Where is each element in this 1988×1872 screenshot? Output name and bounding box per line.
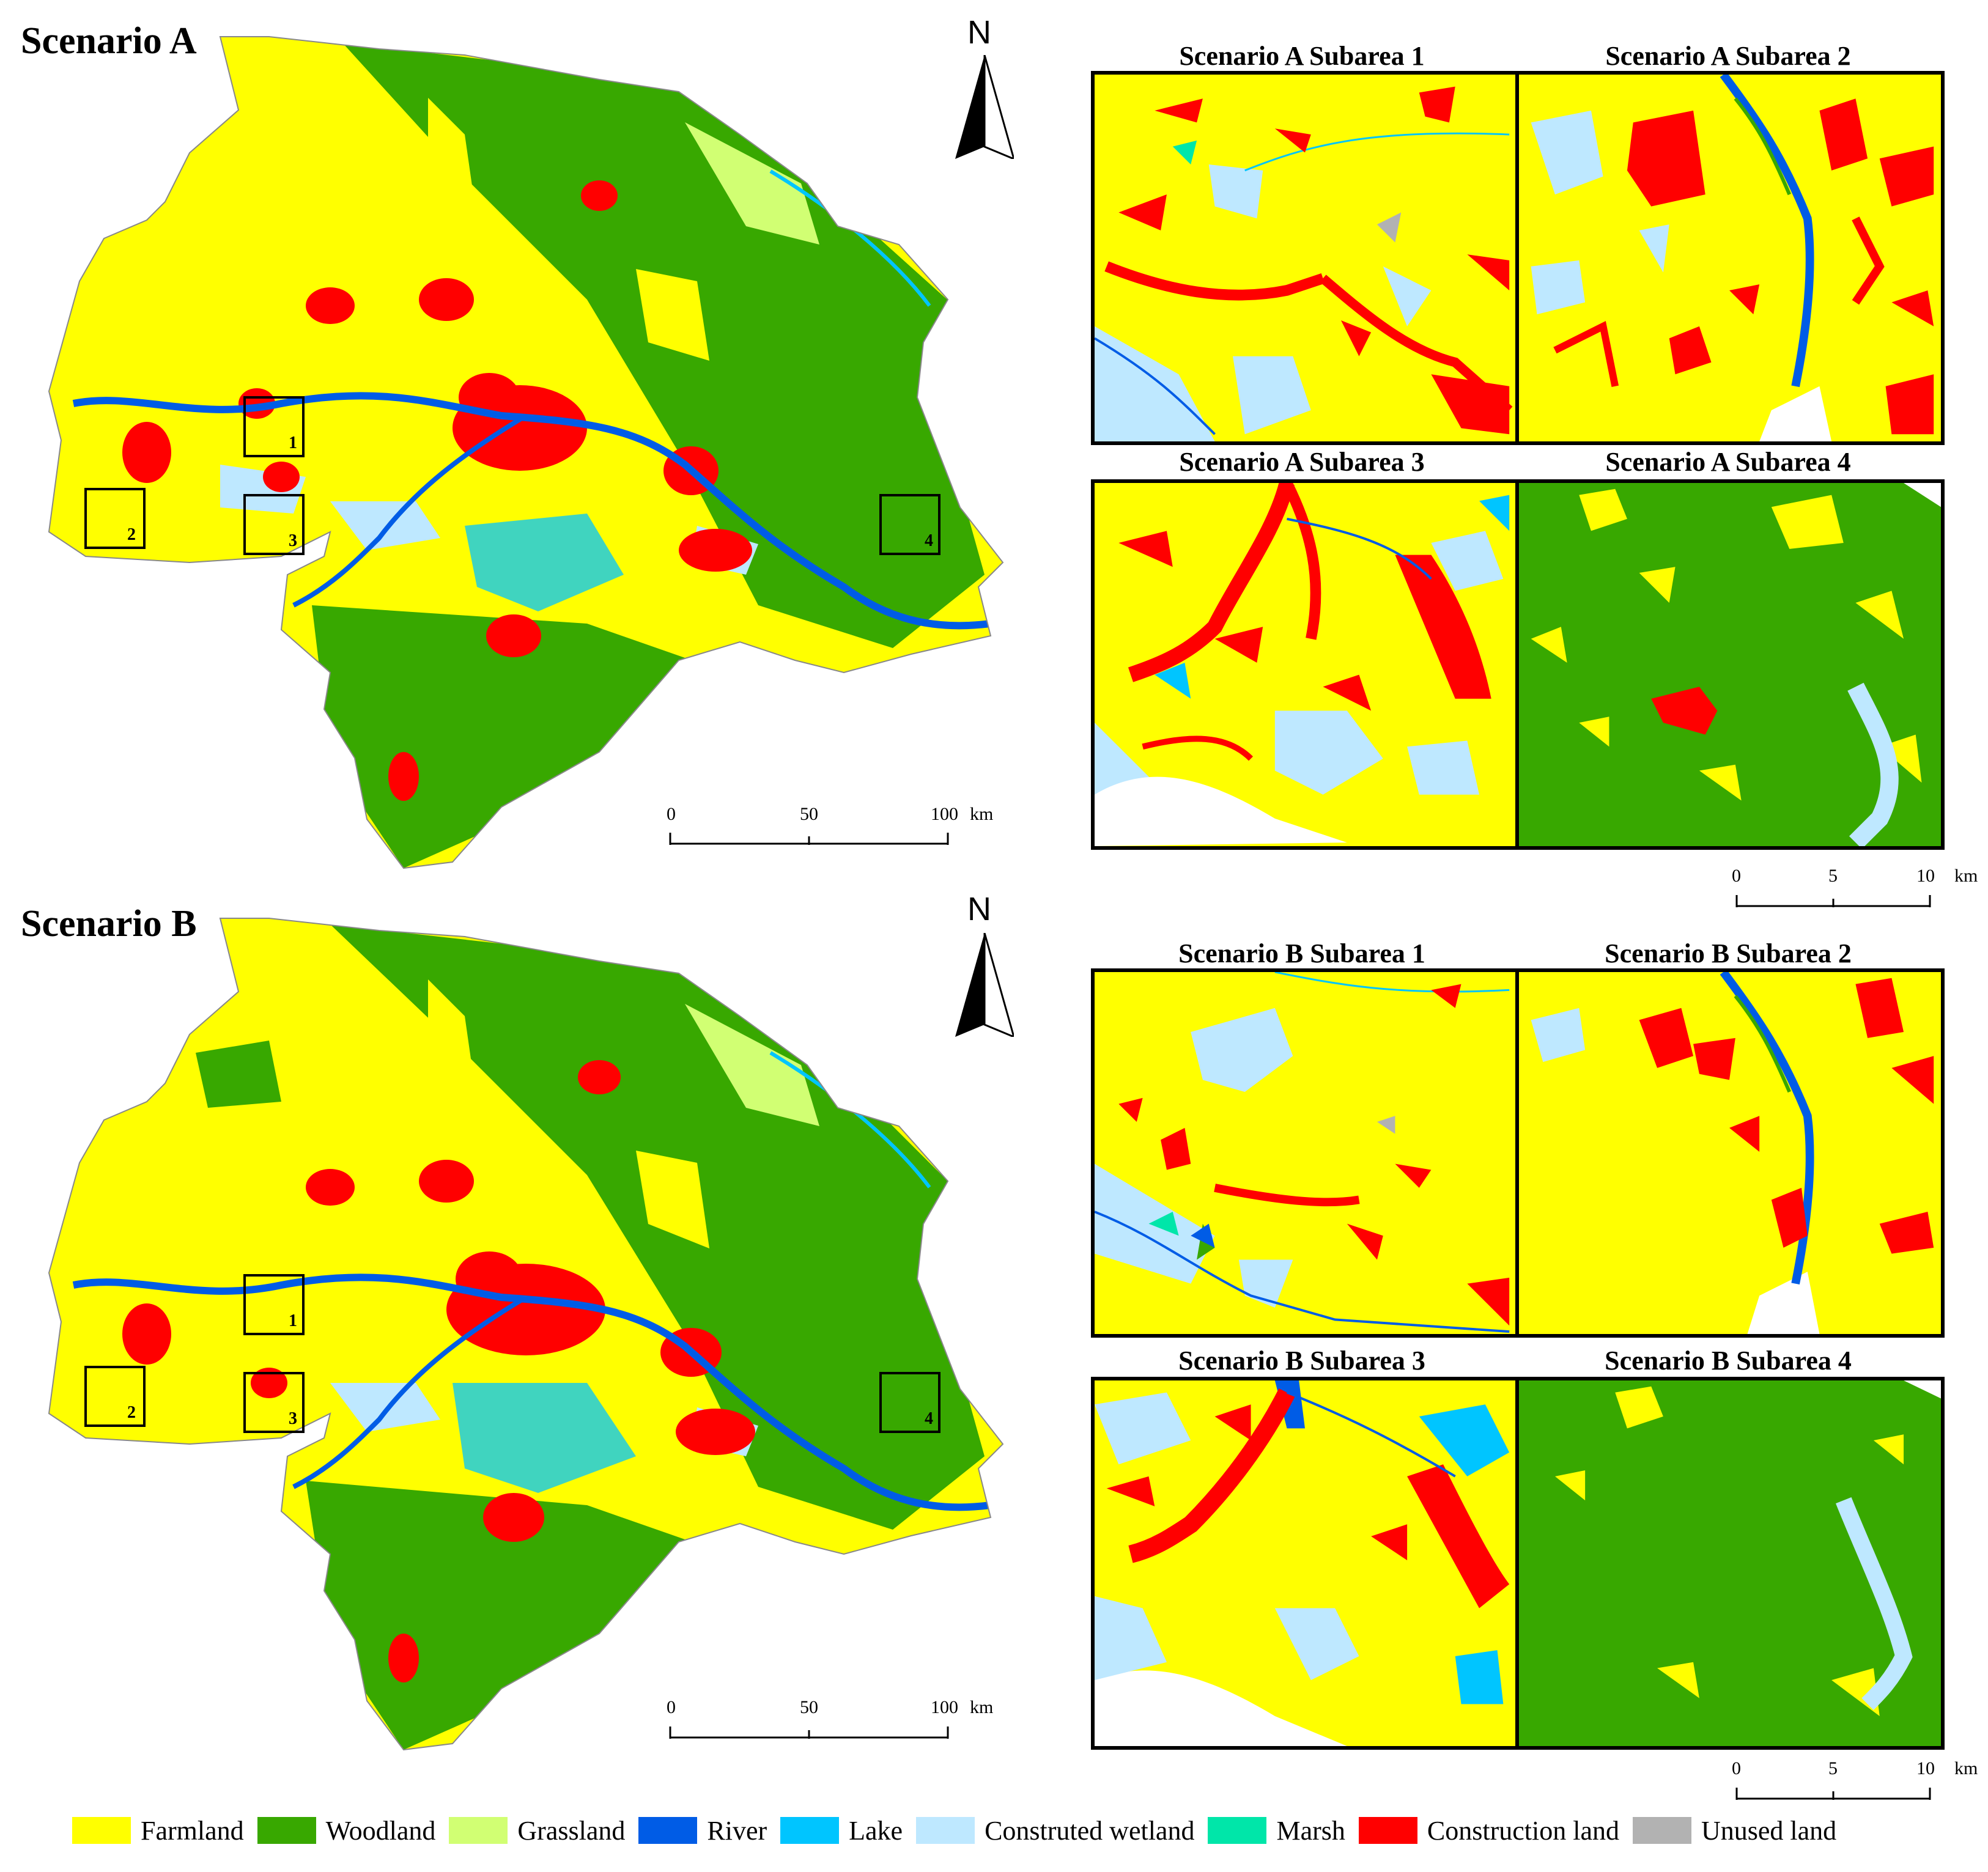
scale-tick-0: 0 xyxy=(667,1697,676,1717)
subarea-title: Scenario A Subarea 1 xyxy=(1179,41,1425,71)
subarea-title: Scenario B Subarea 3 xyxy=(1178,1346,1425,1376)
legend-item-unused-land: Unused land xyxy=(1633,1815,1836,1846)
subarea-box-3 xyxy=(243,1372,305,1433)
legend-item-marsh: Marsh xyxy=(1208,1815,1345,1846)
scenario-a-subarea-1-map xyxy=(1091,71,1519,445)
scale-tick-0: 0 xyxy=(667,804,676,824)
north-label: N xyxy=(967,14,991,51)
subarea-title: Scenario A Subarea 4 xyxy=(1605,447,1851,477)
subarea-box-label: 4 xyxy=(925,1409,933,1428)
scenario-a-subarea-4-map xyxy=(1515,479,1945,850)
legend-label: Lake xyxy=(849,1815,903,1846)
scenario-a-title: Scenario A xyxy=(21,20,197,62)
panel-divider xyxy=(1515,968,1519,1338)
scenario-a-subarea-3-map xyxy=(1091,479,1519,850)
legend-swatch xyxy=(780,1817,840,1844)
subarea-box-2 xyxy=(84,1366,146,1427)
subarea-box-4 xyxy=(879,494,940,555)
panel-divider xyxy=(1515,71,1519,445)
legend-label: Grassland xyxy=(517,1815,626,1846)
legend-item-grassland: Grassland xyxy=(449,1815,625,1846)
legend-label: Construted wetland xyxy=(985,1815,1195,1846)
legend-swatch xyxy=(449,1817,508,1844)
subarea-box-1 xyxy=(243,396,305,457)
scale-unit: km xyxy=(1954,1758,1978,1778)
legend-label: Farmland xyxy=(141,1815,244,1846)
scale-tick-10: 10 xyxy=(1916,1758,1935,1778)
scale-tick-0: 0 xyxy=(1732,866,1741,886)
legend-label: Marsh xyxy=(1276,1815,1345,1846)
legend-swatch xyxy=(1208,1817,1267,1844)
scale-tick-100: 100 xyxy=(931,804,958,824)
subarea-title: Scenario A Subarea 3 xyxy=(1179,447,1425,477)
legend-swatch xyxy=(72,1817,131,1844)
legend-item-constructed-wetland: Construted wetland xyxy=(916,1815,1194,1846)
scenario-b-title: Scenario B xyxy=(21,903,197,945)
scenario-b-subarea-2-map xyxy=(1515,968,1945,1338)
legend-item-woodland: Woodland xyxy=(257,1815,436,1846)
scenario-b-subarea-3-map xyxy=(1091,1377,1519,1750)
legend-label: River xyxy=(707,1815,767,1846)
panel-divider xyxy=(1515,479,1519,850)
subarea-box-label: 1 xyxy=(289,1311,297,1330)
legend: Farmland Woodland Grassland River Lake C… xyxy=(72,1813,1850,1848)
legend-item-river: River xyxy=(638,1815,767,1846)
subarea-scale-bar xyxy=(1735,895,1931,907)
legend-swatch xyxy=(257,1817,316,1844)
scenario-b-subarea-1-map xyxy=(1091,968,1519,1338)
scale-unit: km xyxy=(970,804,994,824)
legend-item-construction-land: Construction land xyxy=(1358,1815,1619,1846)
north-label: N xyxy=(967,891,991,927)
subarea-box-label: 4 xyxy=(925,531,933,550)
subarea-box-label: 2 xyxy=(127,525,136,544)
scale-tick-50: 50 xyxy=(800,1697,818,1717)
subarea-box-label: 3 xyxy=(289,531,297,550)
legend-label: Unused land xyxy=(1701,1815,1837,1846)
scale-tick-0: 0 xyxy=(1732,1758,1741,1778)
north-arrow-icon xyxy=(955,933,1014,1037)
subarea-title: Scenario B Subarea 4 xyxy=(1605,1346,1852,1376)
north-arrow-icon xyxy=(955,55,1014,159)
scale-unit: km xyxy=(970,1697,994,1717)
subarea-box-label: 3 xyxy=(289,1409,297,1428)
subarea-box-4 xyxy=(879,1372,940,1433)
legend-swatch xyxy=(638,1817,698,1844)
legend-label: Woodland xyxy=(325,1815,436,1846)
scenario-a-subarea-2-map xyxy=(1515,71,1945,445)
scale-tick-5: 5 xyxy=(1828,1758,1838,1778)
subarea-title: Scenario B Subarea 2 xyxy=(1605,938,1852,968)
panel-divider xyxy=(1515,1377,1519,1750)
scale-bar xyxy=(669,1726,949,1739)
scenario-a-main-map: 1 2 3 4 xyxy=(48,36,1004,869)
legend-swatch xyxy=(916,1817,975,1844)
legend-swatch xyxy=(1358,1817,1417,1844)
subarea-box-1 xyxy=(243,1274,305,1335)
scenario-b-subarea-4-map xyxy=(1515,1377,1945,1750)
subarea-box-3 xyxy=(243,494,305,555)
scale-tick-10: 10 xyxy=(1916,866,1935,886)
subarea-box-2 xyxy=(84,488,146,549)
legend-label: Construction land xyxy=(1427,1815,1619,1846)
subarea-box-label: 1 xyxy=(289,433,297,452)
legend-item-lake: Lake xyxy=(780,1815,903,1846)
legend-swatch xyxy=(1633,1817,1691,1844)
subarea-title: Scenario B Subarea 1 xyxy=(1178,938,1425,968)
scale-tick-5: 5 xyxy=(1828,866,1838,886)
legend-item-farmland: Farmland xyxy=(72,1815,244,1846)
scale-unit: km xyxy=(1954,866,1978,886)
scale-bar xyxy=(669,833,949,845)
subarea-box-label: 2 xyxy=(127,1403,136,1422)
subarea-title: Scenario A Subarea 2 xyxy=(1605,41,1851,71)
scenario-b-main-map: 1 2 3 4 xyxy=(48,918,1004,1751)
subarea-scale-bar xyxy=(1735,1788,1931,1800)
scale-tick-50: 50 xyxy=(800,804,818,824)
scale-tick-100: 100 xyxy=(931,1697,958,1717)
